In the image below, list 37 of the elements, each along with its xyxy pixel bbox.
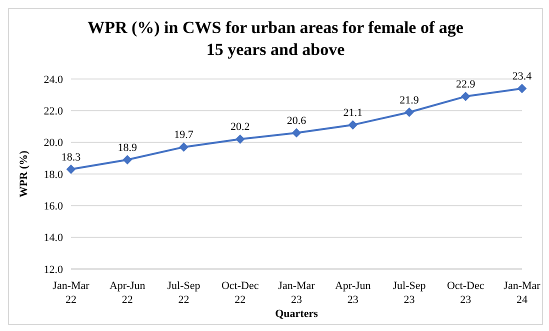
data-label: 21.1	[343, 106, 362, 119]
data-label: 18.3	[61, 151, 82, 164]
x-tick-label: Oct-Dec 23	[446, 280, 484, 306]
y-tick-label: 14.0	[44, 232, 64, 244]
chart-title: WPR (%) in CWS for urban areas for female of age 15 years and above	[86, 17, 464, 61]
data-label: 20.2	[230, 121, 250, 134]
point	[66, 164, 76, 174]
x-tick-label: Jul-Sep 23	[392, 280, 426, 306]
point	[461, 92, 470, 101]
point	[179, 142, 188, 152]
data-label: 20.6	[286, 114, 307, 127]
point	[236, 134, 245, 144]
data-label: 18.9	[118, 142, 138, 154]
data-label: 21.9	[400, 94, 420, 106]
x-tick-label: Jul-Sep 22	[167, 280, 201, 306]
data-label: 22.9	[456, 78, 476, 90]
x-tick-label: Oct-Dec 22	[221, 280, 259, 306]
x-axis-title: Quarters	[275, 308, 319, 320]
point	[348, 120, 358, 130]
y-axis-title: WPR (%)	[18, 150, 30, 198]
y-tick-label: 18.0	[44, 168, 64, 181]
point	[404, 108, 414, 117]
point	[518, 84, 526, 93]
y-tick-label: 22.0	[44, 106, 64, 118]
point	[292, 128, 301, 138]
y-tick-label: 20.0	[44, 137, 64, 150]
x-tick-label: Apr-Jun 22	[109, 280, 146, 306]
y-tick-label: 16.0	[44, 200, 64, 213]
x-tick-label: Jan-Mar 24	[504, 280, 541, 306]
data-label: 23.4	[512, 70, 532, 82]
point	[122, 155, 132, 164]
x-tick-label: Jan-Mar 23	[278, 280, 316, 306]
y-tick-label: 24.0	[44, 74, 64, 86]
x-tick-label: Jan-Mar 22	[52, 280, 90, 306]
y-tick-label: 12.0	[44, 264, 64, 276]
x-tick-label: Apr-Jun 23	[334, 280, 372, 306]
data-label: 19.7	[174, 129, 194, 142]
